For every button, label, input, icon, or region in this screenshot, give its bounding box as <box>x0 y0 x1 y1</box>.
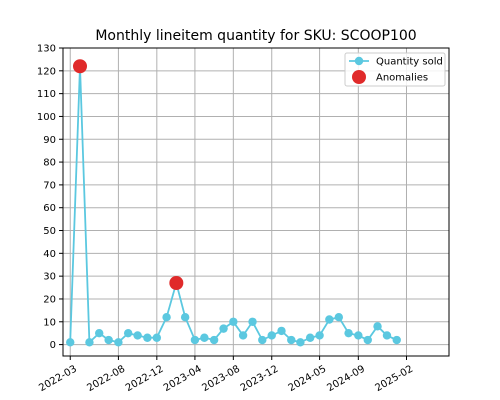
data-point-quantity-sold <box>95 328 104 338</box>
y-tick-label: 10 <box>43 317 56 328</box>
y-tick-label: 100 <box>37 112 56 123</box>
data-point-quantity-sold <box>123 328 133 338</box>
y-tick-label: 70 <box>43 180 56 191</box>
legend-swatch-anomalies <box>352 70 366 84</box>
legend-label-quantity-sold: Quantity sold <box>376 57 443 68</box>
data-point-quantity-sold <box>238 331 248 340</box>
data-point-quantity-sold <box>133 331 142 340</box>
data-point-anomaly <box>169 275 184 290</box>
y-tick-label: 90 <box>43 135 56 146</box>
data-point-quantity-sold <box>180 313 190 322</box>
data-point-quantity-sold <box>190 335 200 345</box>
legend: Quantity sold Anomalies <box>344 52 446 87</box>
data-point-quantity-sold <box>373 322 382 331</box>
data-point-quantity-sold <box>325 315 334 324</box>
legend-swatch-quantity-sold <box>354 56 364 66</box>
y-tick-label: 0 <box>50 340 56 351</box>
data-point-quantity-sold <box>277 326 286 336</box>
data-point-quantity-sold <box>392 335 401 345</box>
data-point-quantity-sold <box>296 338 305 347</box>
plot-frame <box>62 47 450 357</box>
y-tick-label: 30 <box>43 272 56 283</box>
y-tick-label: 80 <box>43 158 56 169</box>
series-layer <box>66 59 401 347</box>
y-tick-label: 110 <box>37 89 56 100</box>
y-tick-label: 120 <box>37 66 56 77</box>
data-point-quantity-sold <box>258 335 267 345</box>
y-tick-label: 20 <box>43 294 56 305</box>
data-point-quantity-sold <box>305 333 315 342</box>
data-point-quantity-sold <box>200 333 209 342</box>
data-point-quantity-sold <box>334 313 344 322</box>
data-point-anomaly <box>73 59 88 74</box>
y-tick-label: 50 <box>43 226 56 237</box>
data-point-quantity-sold <box>248 317 257 326</box>
data-point-quantity-sold <box>382 331 392 340</box>
data-point-quantity-sold <box>152 333 162 342</box>
data-point-quantity-sold <box>344 328 353 338</box>
y-tick-label: 130 <box>37 44 56 55</box>
data-point-quantity-sold <box>114 338 123 347</box>
data-point-quantity-sold <box>85 338 94 347</box>
data-point-quantity-sold <box>66 338 75 347</box>
data-point-quantity-sold <box>209 335 219 345</box>
y-tick-label: 60 <box>43 203 56 214</box>
legend-box <box>344 52 446 87</box>
data-point-quantity-sold <box>219 324 228 333</box>
data-point-quantity-sold <box>354 331 363 340</box>
chart-title: Monthly lineitem quantity for SKU: SCOOP… <box>95 28 416 44</box>
grid <box>63 47 449 356</box>
data-point-quantity-sold <box>162 313 171 322</box>
legend-label-anomalies: Anomalies <box>376 73 428 84</box>
data-point-quantity-sold <box>267 331 276 340</box>
data-point-quantity-sold <box>104 335 113 345</box>
y-axis: 0 10 20 30 40 50 60 70 80 90 100 110 120 130 <box>37 44 63 351</box>
data-point-quantity-sold <box>287 335 296 345</box>
data-point-quantity-sold <box>143 333 152 342</box>
data-point-quantity-sold <box>363 335 372 345</box>
data-point-quantity-sold <box>229 317 238 326</box>
data-point-quantity-sold <box>315 331 324 340</box>
y-tick-label: 40 <box>43 249 56 260</box>
